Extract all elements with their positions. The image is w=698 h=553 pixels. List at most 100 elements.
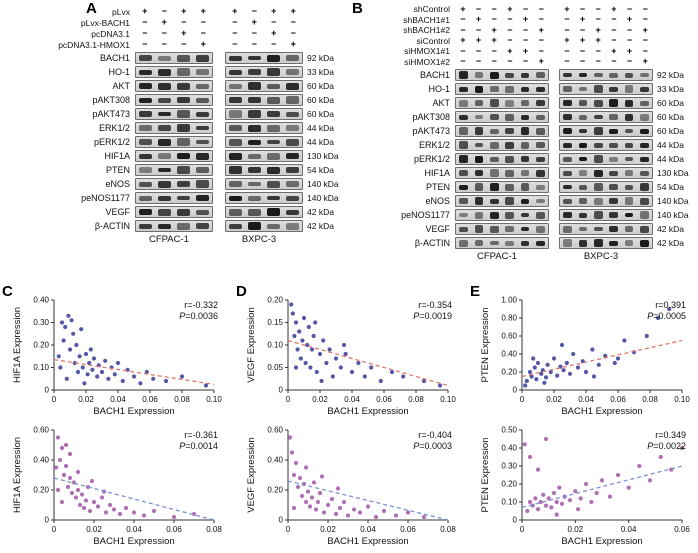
condition-sign: −: [564, 14, 570, 25]
y-tick-label: 0.20: [267, 296, 283, 305]
protein-band: [158, 68, 171, 76]
condition-sign: +: [181, 28, 187, 38]
condition-sign: −: [595, 3, 601, 14]
x-axis-label: BACH1 Expression: [327, 406, 408, 416]
protein-band: [624, 72, 634, 78]
condition-sign: −: [579, 24, 586, 35]
condition-signs-group: + − + +: [225, 7, 303, 16]
protein-band: [474, 211, 484, 219]
blot-lane: [174, 137, 193, 147]
protein-label: β-ACTIN: [414, 238, 450, 248]
blot-image: [135, 80, 213, 92]
blot-lane: [471, 182, 486, 192]
condition-sign: −: [507, 56, 513, 67]
protein-band: [267, 83, 280, 89]
protein-band: [593, 85, 603, 93]
protein-band: [593, 99, 603, 107]
protein-label: AKT: [112, 81, 130, 91]
protein-band: [286, 167, 299, 173]
blot-lane: [174, 165, 193, 175]
blot-image: [135, 136, 213, 148]
protein-band: [177, 110, 190, 118]
blot-lane: [193, 179, 212, 189]
protein-band: [520, 127, 530, 135]
protein-band: [609, 240, 618, 246]
protein-band: [593, 227, 603, 231]
blot-image: [559, 181, 653, 193]
protein-band: [474, 100, 484, 106]
condition-sign: −: [611, 24, 617, 35]
protein-band: [229, 181, 242, 187]
protein-band: [177, 166, 190, 174]
protein-band: [229, 83, 242, 89]
protein-band: [286, 55, 299, 61]
condition-sign: −: [232, 17, 238, 27]
condition-row: pcDNA3.1 − − + − − − + −: [8, 28, 350, 39]
protein-band: [248, 222, 261, 230]
blot-lane: [502, 196, 517, 206]
blot-lane: [560, 154, 575, 164]
x-tick-label: 0.04: [621, 525, 637, 534]
panel-b-letter: B: [352, 0, 363, 17]
blot-lane: [621, 112, 636, 122]
condition-sign: +: [642, 56, 648, 67]
blot-row: HO-1 33 kDa: [350, 83, 698, 95]
protein-band: [578, 129, 588, 133]
protein-band: [578, 100, 588, 106]
condition-sign: −: [460, 14, 466, 25]
protein-band: [459, 170, 468, 176]
blot-lane: [283, 151, 302, 161]
blot-image: [225, 164, 303, 176]
western-blot-panel-a: pLvx + − + + + − + + pLvx-BACH1− + − − − + − − pcDNA3.1− −…: [8, 6, 350, 246]
blot-lane: [283, 221, 302, 231]
kda-label: 42 kDa: [307, 207, 334, 217]
blot-row: AKT 60 kDa: [8, 80, 350, 92]
blot-lane: [502, 238, 517, 248]
condition-sign: −: [579, 56, 586, 67]
protein-band: [489, 198, 499, 204]
y-axis-label: HIF1A Expression: [12, 307, 23, 383]
blot-lane: [575, 210, 590, 220]
x-tick-label: 0.06: [400, 525, 416, 534]
protein-band: [578, 170, 588, 176]
blot-lane: [533, 98, 548, 108]
protein-band: [158, 138, 171, 146]
blot-lane: [487, 140, 502, 150]
protein-band: [578, 142, 588, 148]
blot-lane: [606, 140, 621, 150]
blot-lane: [591, 126, 606, 136]
protein-band: [158, 180, 171, 188]
condition-label: pcDNA3.1: [91, 28, 130, 39]
panel-e-plots: 0 0.02 0.04 0.06 0.08 0.10 0 0.20 0.40 0.60 0.80 1.…: [478, 292, 692, 546]
protein-band: [267, 54, 280, 62]
protein-band: [489, 183, 499, 191]
x-tick-label: 0.08: [174, 395, 190, 404]
protein-band: [489, 71, 499, 79]
protein-band: [286, 209, 299, 215]
y-tick-label: 0.20: [33, 486, 49, 495]
condition-sign: +: [290, 6, 296, 16]
kda-label: 140 kDa: [307, 193, 339, 203]
trend-line: [287, 339, 449, 387]
correlation-p-label: P=0.0019: [413, 311, 452, 321]
blot-lane: [174, 151, 193, 161]
blot-row: pAKT473 60 kDa: [8, 108, 350, 120]
protein-band: [139, 181, 152, 187]
protein-band: [578, 184, 588, 190]
protein-label: HO-1: [428, 84, 450, 94]
protein-band: [505, 183, 514, 191]
condition-sign: +: [595, 35, 601, 46]
protein-band: [459, 114, 468, 120]
condition-sign: −: [538, 45, 544, 56]
protein-band: [578, 157, 588, 161]
protein-label: AKT: [432, 98, 450, 108]
kda-label: 140 kDa: [657, 196, 689, 206]
x-tick-label: 0.02: [312, 395, 328, 404]
blot-image: [455, 97, 549, 109]
condition-row: shBACH1#2− − + − − + − − + − − +: [350, 25, 698, 36]
blot-lane: [155, 53, 174, 63]
blot-row: HIF1A 130 kDa: [8, 150, 350, 162]
blot-lane: [245, 193, 264, 203]
blot-lane: [517, 98, 532, 108]
